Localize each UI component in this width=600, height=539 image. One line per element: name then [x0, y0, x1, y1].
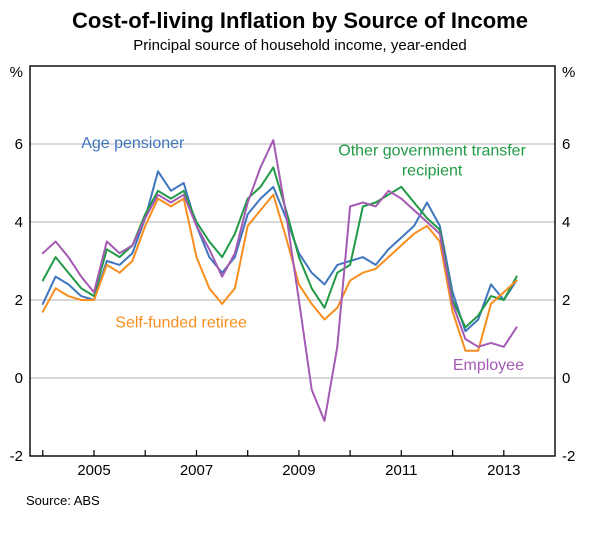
svg-text:%: % [10, 64, 23, 81]
svg-text:2005: 2005 [77, 462, 110, 479]
svg-text:Employee: Employee [453, 357, 524, 374]
svg-text:0: 0 [15, 370, 23, 387]
svg-text:4: 4 [562, 214, 570, 231]
chart-title: Cost-of-living Inflation by Source of In… [72, 8, 528, 33]
svg-text:4: 4 [15, 214, 23, 231]
line-chart: 6 6 4 4 2 2 0 0 -2 -2% % 2005 2007 2009 2011 2013 Age pe… [10, 64, 576, 479]
svg-text:Self-funded retiree: Self-funded retiree [115, 314, 247, 331]
svg-text:-2: -2 [562, 448, 575, 465]
svg-text:Other government transfer: Other government transfer [338, 143, 526, 160]
svg-text:2013: 2013 [487, 462, 520, 479]
svg-text:Age pensioner: Age pensioner [81, 135, 185, 152]
svg-text:6: 6 [15, 136, 23, 153]
svg-text:2007: 2007 [180, 462, 213, 479]
chart-figure: Cost-of-living Inflation by Source of In… [0, 8, 600, 539]
svg-text:%: % [562, 64, 575, 81]
svg-text:0: 0 [562, 370, 570, 387]
svg-text:-2: -2 [10, 448, 23, 465]
chart-subtitle: Principal source of household income, ye… [133, 37, 467, 54]
svg-text:2009: 2009 [282, 462, 315, 479]
svg-text:2: 2 [562, 292, 570, 309]
source-note: Source: ABS [26, 493, 100, 508]
svg-text:recipient: recipient [402, 163, 463, 180]
svg-text:6: 6 [562, 136, 570, 153]
svg-text:2011: 2011 [385, 462, 417, 479]
svg-text:2: 2 [15, 292, 23, 309]
